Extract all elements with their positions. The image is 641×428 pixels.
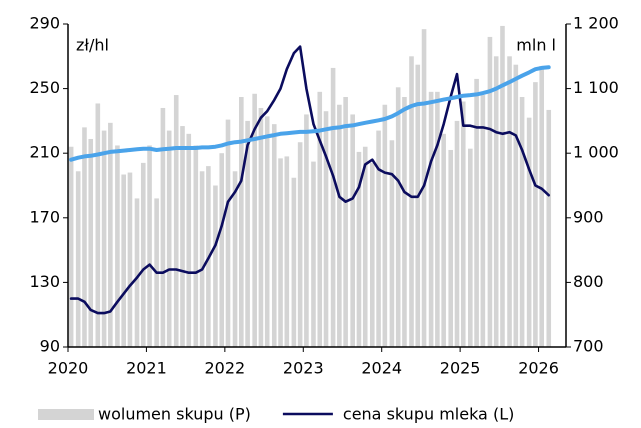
x-tick-label: 2025: [440, 359, 481, 378]
bar: [533, 82, 538, 347]
bar: [271, 124, 277, 347]
bar: [369, 162, 375, 347]
bar: [219, 153, 225, 347]
y-tick-label: 290: [29, 14, 60, 33]
bar: [278, 158, 283, 347]
y2-tick-label: 1 100: [573, 78, 619, 97]
y-tick-label: 90: [40, 337, 60, 356]
bar: [409, 56, 414, 348]
bar: [493, 56, 499, 348]
bar: [356, 151, 362, 347]
bar: [428, 91, 434, 347]
bar: [474, 78, 479, 347]
y2-tick-label: 800: [573, 272, 604, 291]
bar: [291, 177, 297, 347]
bar: [75, 171, 81, 347]
bar: [539, 65, 544, 348]
y2-tick-label: 700: [573, 337, 604, 356]
bar: [402, 96, 407, 347]
bar: [82, 127, 87, 347]
bar: [297, 142, 303, 347]
y-tick-label: 170: [29, 207, 60, 226]
bar: [252, 93, 257, 347]
bar: [95, 103, 101, 347]
bar: [546, 109, 552, 347]
bar: [519, 96, 525, 347]
x-tick-label: 2023: [283, 359, 324, 378]
y2-axis-unit: mln l: [516, 36, 556, 55]
bar: [232, 171, 238, 347]
y-tick-label: 130: [29, 272, 60, 291]
bar: [317, 91, 323, 347]
bar: [330, 67, 336, 347]
bar: [173, 95, 179, 347]
bar: [382, 104, 388, 347]
bar: [304, 114, 309, 347]
bar: [311, 161, 316, 347]
bar: [258, 107, 264, 347]
bar: [441, 133, 446, 347]
bar: [362, 146, 368, 347]
bar: [513, 64, 519, 347]
bar: [199, 171, 205, 347]
bar: [415, 64, 421, 347]
bar: [101, 130, 107, 347]
y-axis-unit: zł/hl: [76, 36, 109, 55]
x-tick-label: 2024: [361, 359, 402, 378]
bar: [448, 149, 454, 347]
line: [69, 45, 550, 315]
bar: [134, 198, 140, 347]
x-tick-label: 2022: [204, 359, 245, 378]
legend-label: wolumen skupu (P): [98, 405, 251, 424]
bar: [115, 145, 120, 347]
bar: [245, 120, 250, 348]
bar: [127, 172, 133, 347]
bar: [389, 140, 395, 347]
bar: [213, 185, 218, 347]
y-tick-label: 210: [29, 143, 60, 162]
bar: [323, 111, 329, 348]
bar: [121, 174, 126, 347]
bar: [480, 95, 486, 347]
x-tick-label: 2026: [518, 359, 559, 378]
bar: [225, 119, 231, 347]
bar: [140, 162, 146, 347]
bar: [166, 130, 172, 347]
bar: [376, 130, 381, 347]
bar: [239, 96, 244, 347]
bar: [454, 120, 460, 348]
bar: [337, 104, 342, 347]
bar: [68, 146, 74, 347]
y2-tick-label: 1 000: [573, 143, 619, 162]
bar: [193, 145, 199, 347]
bar: [350, 114, 355, 347]
bar: [186, 133, 192, 347]
bar: [435, 91, 440, 347]
y2-tick-label: 900: [573, 207, 604, 226]
legend-swatch: [38, 409, 94, 420]
bar: [160, 107, 166, 347]
bar: [264, 116, 270, 348]
y-tick-label: 250: [29, 78, 60, 97]
bar: [507, 56, 512, 348]
y2-tick-label: 1 200: [573, 14, 619, 33]
bar: [460, 101, 466, 348]
bar: [108, 122, 113, 347]
bar: [88, 138, 94, 347]
bar: [395, 87, 401, 348]
bar: [500, 25, 505, 348]
bar: [526, 117, 532, 347]
line: [69, 65, 551, 162]
legend-label: cena skupu mleka (L): [343, 405, 514, 424]
bar: [487, 36, 493, 348]
x-tick-label: 2020: [48, 359, 89, 378]
bar: [284, 156, 290, 347]
bar: [147, 145, 152, 347]
bar: [180, 126, 185, 348]
bar: [468, 148, 473, 347]
x-tick-label: 2021: [126, 359, 167, 378]
bar: [343, 96, 348, 347]
